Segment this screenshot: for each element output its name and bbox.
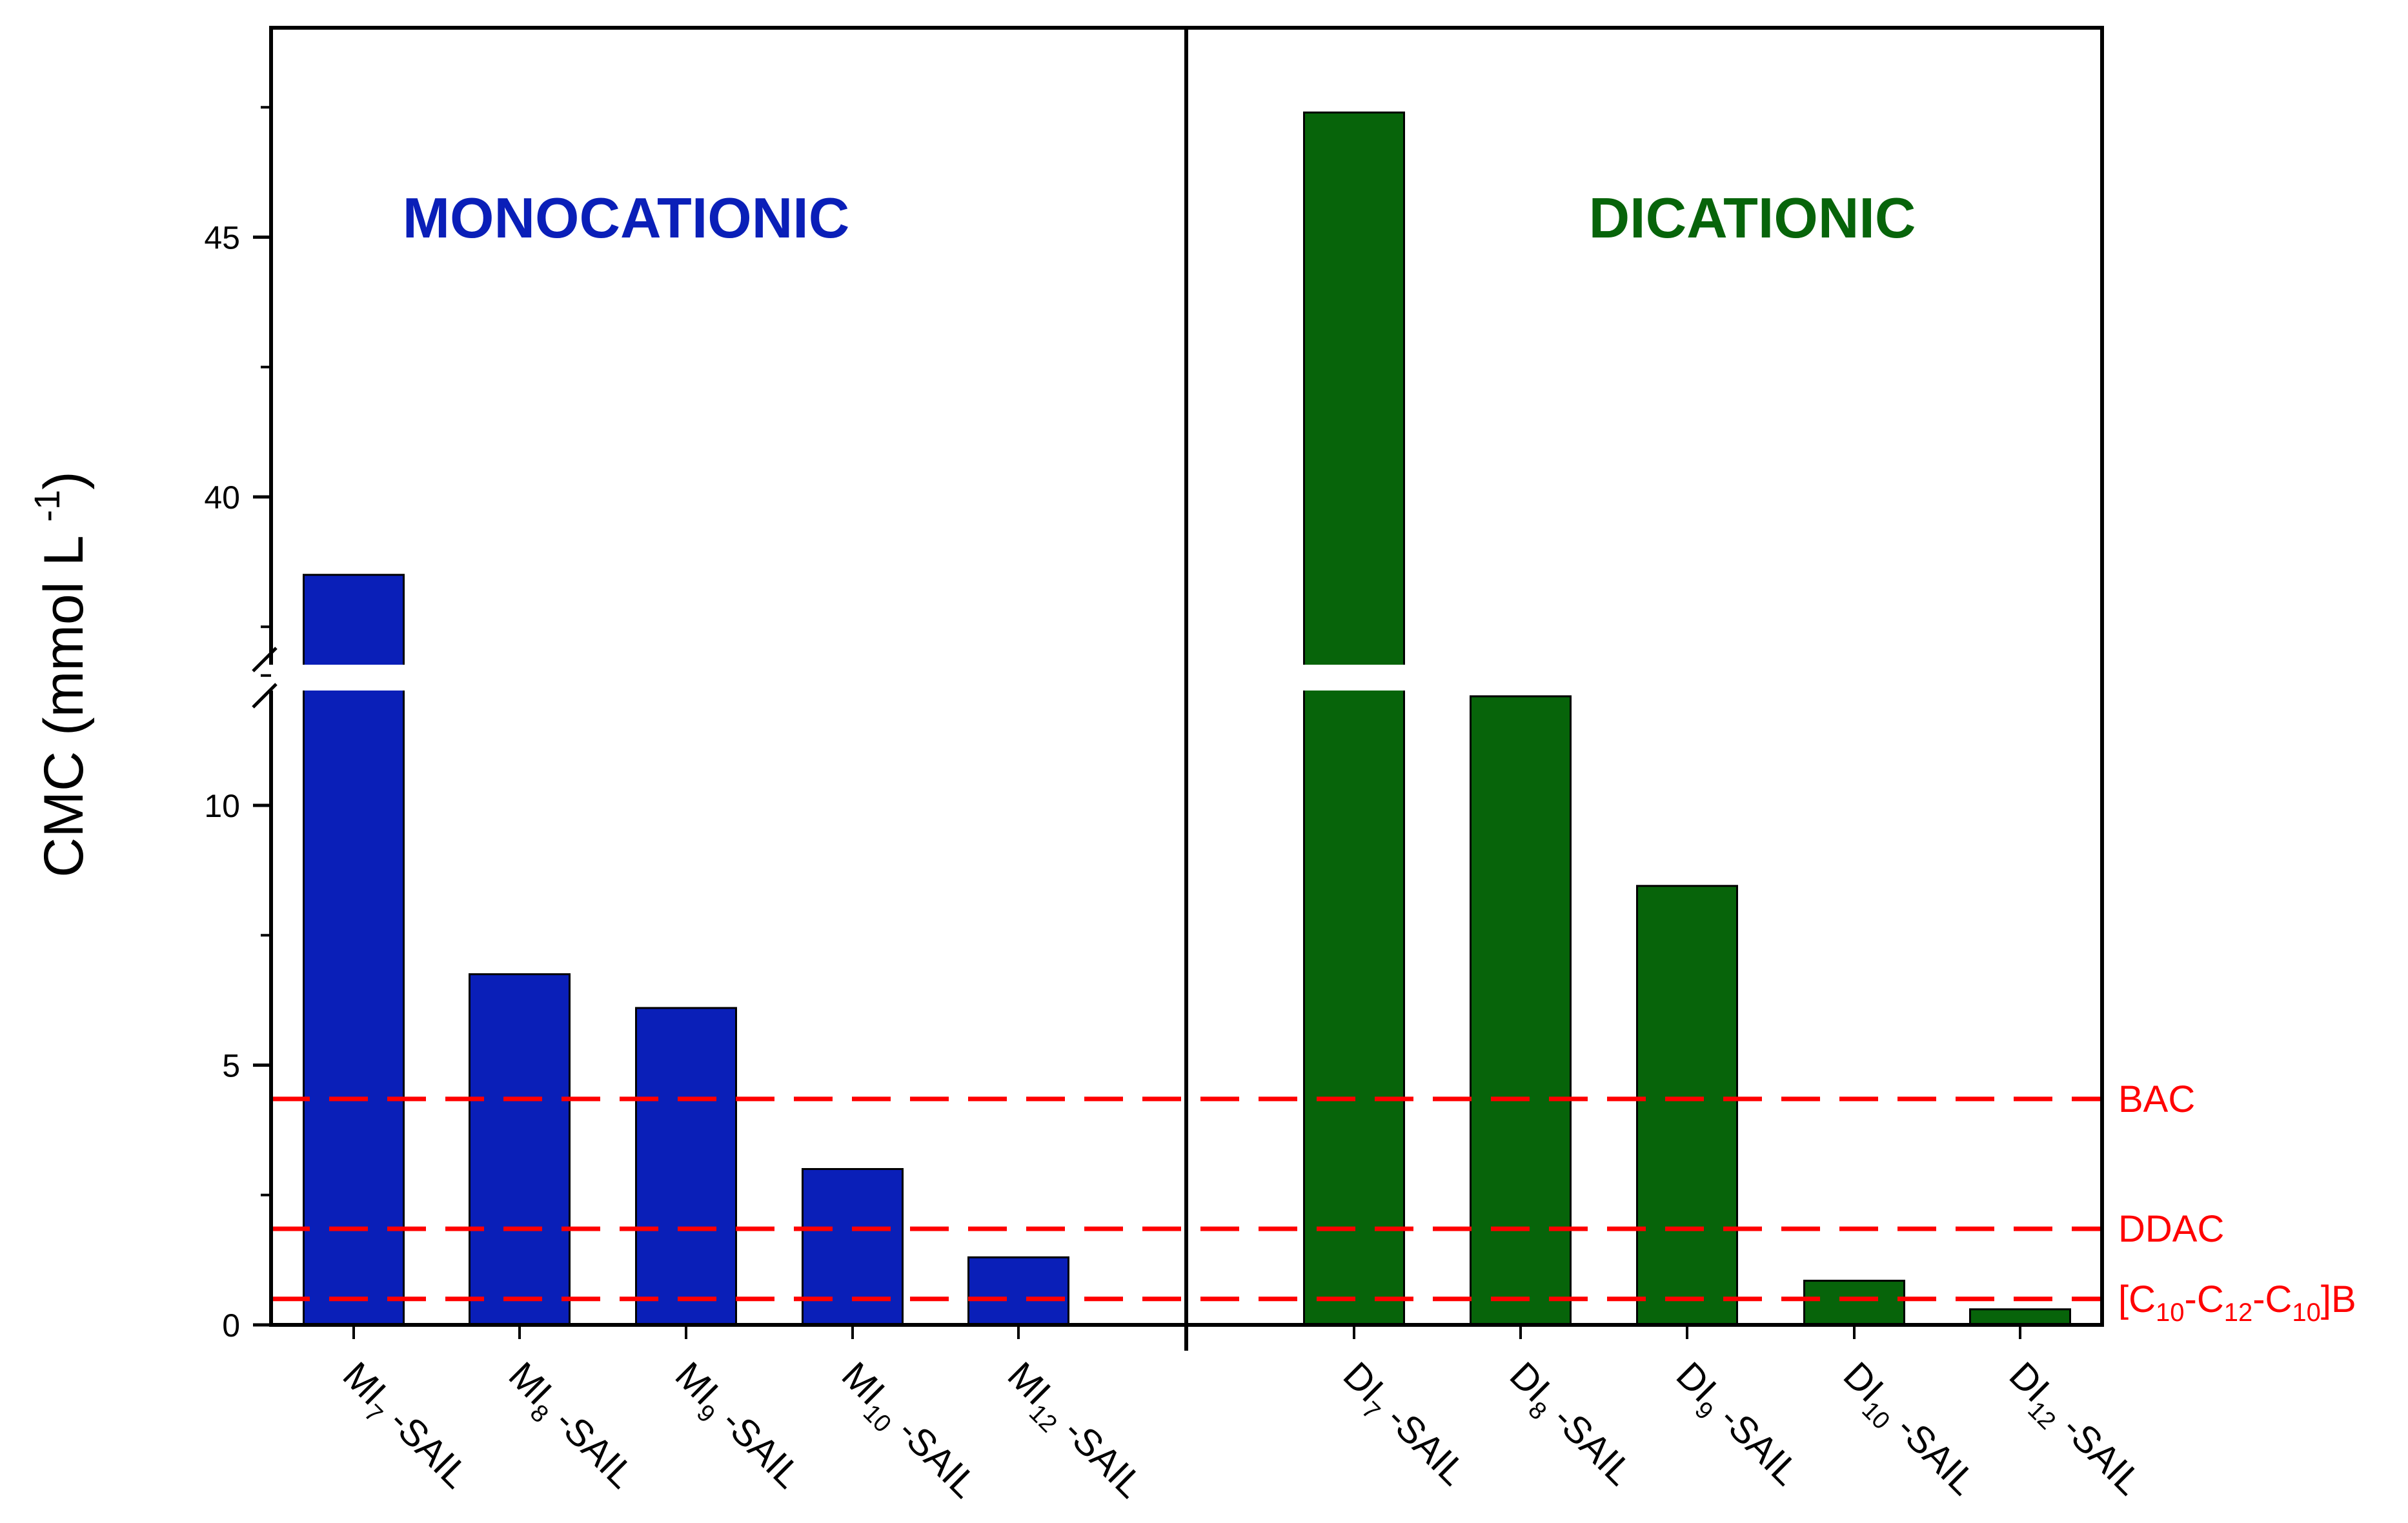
y-axis-label: CMC (mmol L -1) — [26, 471, 95, 877]
y-tick-label: 45 — [204, 220, 240, 256]
region-titles: MONOCATIONIC DICATIONIC — [403, 186, 1916, 250]
x-tick-label: DI9 -SAIL — [1663, 1354, 1807, 1498]
bar-di7 — [1303, 111, 1405, 1326]
axis-break-gap — [262, 665, 280, 691]
ref-label: BAC — [2118, 1078, 2195, 1120]
x-tick-label: MI10 -SAIL — [828, 1354, 986, 1511]
x-tick-label: DI7 -SAIL — [1330, 1354, 1474, 1498]
ref-label: DDAC — [2118, 1208, 2224, 1250]
x-tick-label: MI12 -SAIL — [994, 1354, 1151, 1511]
region-title-dicationic: DICATIONIC — [1589, 186, 1916, 250]
bar-di10 — [1803, 1280, 1905, 1326]
bar-di12 — [1969, 1308, 2071, 1326]
x-tick-label: MI9 -SAIL — [662, 1354, 809, 1502]
bar-mi12 — [967, 1256, 1069, 1326]
bar-mi8 — [469, 973, 571, 1326]
x-tick-label: MI8 -SAIL — [495, 1354, 643, 1502]
x-tick-label: MI7 -SAIL — [329, 1354, 477, 1502]
x-tick-label: DI10 -SAIL — [1830, 1354, 1984, 1508]
x-tick-label: DI8 -SAIL — [1496, 1354, 1641, 1498]
y-tick-label: 0 — [222, 1307, 240, 1344]
bar-break-gap — [298, 665, 409, 691]
axis-break-slash — [252, 647, 278, 672]
reference-lines-layer: BAC DDAC [C10-C12-C10]B — [271, 1078, 2356, 1327]
bar-break-gap — [1299, 665, 1410, 691]
y-tick-label: 40 — [204, 479, 240, 516]
bar-mi9 — [635, 1007, 737, 1326]
region-title-monocationic: MONOCATIONIC — [403, 186, 850, 250]
y-tick-label: 5 — [222, 1048, 240, 1084]
axis-break-slash — [252, 683, 278, 709]
x-tick-label: DI12 -SAIL — [1996, 1354, 2150, 1508]
bar-mi7 — [303, 574, 405, 1326]
bar-di8 — [1470, 695, 1572, 1326]
y-tick-label: 10 — [204, 788, 240, 824]
y-axis: 0 5 10 40 45 CMC (mmol L -1) — [26, 106, 271, 1344]
bars-layer — [298, 111, 2071, 1326]
ref-label: [C10-C12-C10]B — [2118, 1278, 2356, 1327]
bar-di9 — [1636, 885, 1738, 1326]
bar-mi10 — [802, 1168, 904, 1326]
